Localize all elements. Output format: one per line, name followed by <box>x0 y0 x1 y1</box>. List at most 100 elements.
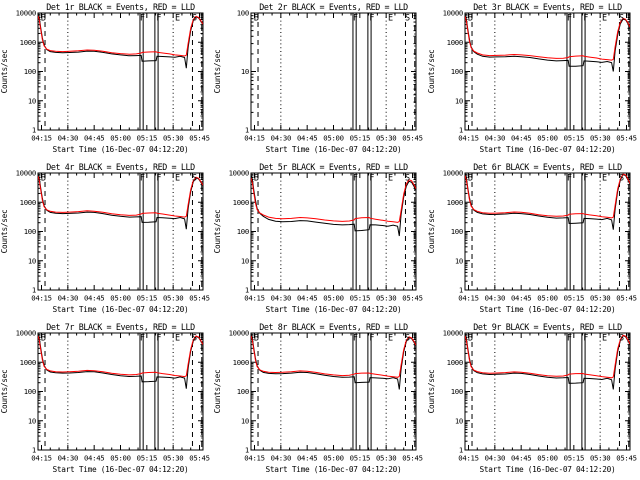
flag-letter-F: F <box>353 334 358 344</box>
lld-series <box>464 16 630 61</box>
y-tick-label: 1000 <box>233 358 249 367</box>
flag-letter-S: S <box>405 14 410 24</box>
x-tick-label: 05:15 <box>350 293 370 302</box>
y-tick-label: 10 <box>241 416 249 425</box>
x-axis-label: Start Time (16-Dec-07 04:12:20) <box>479 465 615 474</box>
y-tick-label: 10 <box>454 416 462 425</box>
series-group <box>37 333 203 389</box>
panel-title: Det 7r BLACK = Events, RED = LLD <box>46 322 195 332</box>
x-tick-label: 04:45 <box>511 293 531 302</box>
y-tick-label: 10000 <box>16 329 36 338</box>
y-tick-label: 1 <box>32 446 36 455</box>
x-tick-label: 04:15 <box>31 453 51 462</box>
panel-det6r: Det 6r BLACK = Events, RED = LLD Counts/s… <box>427 160 640 320</box>
x-tick-label: 05:00 <box>324 453 344 462</box>
flag-letter-E: E <box>175 14 180 24</box>
chart-det3r: Det 3r BLACK = Events, RED = LLD Counts/s… <box>427 2 637 154</box>
x-tick-label: 05:15 <box>137 453 157 462</box>
flag-letter-F: F <box>156 14 161 24</box>
x-axis-label: Start Time (16-Dec-07 04:12:20) <box>266 305 402 314</box>
x-tick-label: 05:30 <box>163 293 183 302</box>
y-tick-label: 100 <box>24 67 36 76</box>
x-tick-label: 04:45 <box>511 133 531 142</box>
flag-letter-E: E <box>175 174 180 184</box>
flag-letter-S: S <box>619 14 624 24</box>
flag-letter-B: B <box>254 14 259 24</box>
plot-border <box>250 12 417 131</box>
y-axis-label: Counts/sec <box>427 49 436 93</box>
flag-letter-B: B <box>254 174 259 184</box>
panel-title: Det 8r BLACK = Events, RED = LLD <box>260 322 409 332</box>
plot-border <box>37 332 204 451</box>
y-tick-label: 1 <box>245 126 249 135</box>
panel-det7r: Det 7r BLACK = Events, RED = LLD Counts/s… <box>0 320 213 480</box>
x-tick-label: 05:00 <box>110 453 130 462</box>
events-series <box>37 13 203 69</box>
plot-border <box>37 172 204 291</box>
y-tick-label: 100 <box>237 227 249 236</box>
series-group <box>251 174 417 237</box>
x-tick-label: 05:30 <box>590 293 610 302</box>
panel-det2r: Det 2r BLACK = Events, RED = LLD Counts/s… <box>213 0 426 160</box>
panel-det4r: Det 4r BLACK = Events, RED = LLD Counts/s… <box>0 160 213 320</box>
x-axis-label: Start Time (16-Dec-07 04:12:20) <box>53 305 189 314</box>
x-tick-label: 05:30 <box>590 453 610 462</box>
panel-title: Det 9r BLACK = Events, RED = LLD <box>473 322 622 332</box>
flag-letter-F: F <box>140 334 145 344</box>
y-tick-label: 1 <box>459 446 463 455</box>
x-tick-label: 05:45 <box>403 293 423 302</box>
lld-series <box>37 335 203 378</box>
x-tick-label: 04:30 <box>484 293 504 302</box>
flag-letter-S: S <box>192 14 197 24</box>
x-tick-label: 05:00 <box>110 293 130 302</box>
plot-border <box>37 12 204 131</box>
flag-letter-B: B <box>41 334 46 344</box>
flag-letter-E: E <box>175 334 180 344</box>
panel-title: Det 5r BLACK = Events, RED = LLD <box>260 162 409 172</box>
x-axis-label: Start Time (16-Dec-07 04:12:20) <box>266 465 402 474</box>
y-tick-label: 100 <box>237 387 249 396</box>
y-tick-label: 1000 <box>446 198 462 207</box>
flag-letter-S: S <box>619 334 624 344</box>
lld-series <box>251 177 417 223</box>
flag-letter-F: F <box>353 14 358 24</box>
x-tick-label: 05:45 <box>616 133 636 142</box>
x-tick-label: 04:30 <box>58 453 78 462</box>
flag-letter-S: S <box>405 174 410 184</box>
y-tick-label: 10 <box>454 96 462 105</box>
y-tick-label: 1000 <box>20 198 36 207</box>
x-axis-label: Start Time (16-Dec-07 04:12:20) <box>53 145 189 154</box>
x-tick-label: 05:45 <box>616 453 636 462</box>
x-tick-label: 04:30 <box>58 293 78 302</box>
y-tick-label: 100 <box>24 227 36 236</box>
x-tick-label: 05:00 <box>324 133 344 142</box>
flag-letter-E: E <box>388 174 393 184</box>
y-axis-label: Counts/sec <box>0 49 9 93</box>
x-tick-label: 05:45 <box>403 453 423 462</box>
flag-letter-F: F <box>567 174 572 184</box>
x-tick-label: 04:45 <box>297 293 317 302</box>
x-tick-label: 05:15 <box>563 133 583 142</box>
flag-letter-F: F <box>156 334 161 344</box>
x-tick-label: 04:30 <box>271 293 291 302</box>
chart-det1r: Det 1r BLACK = Events, RED = LLD Counts/s… <box>0 2 210 154</box>
x-tick-label: 04:45 <box>297 453 317 462</box>
panel-det9r: Det 9r BLACK = Events, RED = LLD Counts/s… <box>427 320 640 480</box>
y-tick-label: 10 <box>28 96 36 105</box>
chart-det6r: Det 6r BLACK = Events, RED = LLD Counts/s… <box>427 162 637 314</box>
y-axis-label: Counts/sec <box>0 369 9 413</box>
flag-letter-F: F <box>567 334 572 344</box>
lld-series <box>251 335 417 378</box>
series-group <box>37 13 203 69</box>
x-tick-label: 04:15 <box>245 293 265 302</box>
events-series <box>37 333 203 389</box>
x-tick-label: 04:15 <box>31 133 51 142</box>
x-tick-label: 04:30 <box>271 133 291 142</box>
panel-det3r: Det 3r BLACK = Events, RED = LLD Counts/s… <box>427 0 640 160</box>
lld-series <box>37 15 203 57</box>
x-tick-label: 04:45 <box>84 133 104 142</box>
x-tick-label: 05:15 <box>563 453 583 462</box>
y-tick-label: 10000 <box>442 9 462 18</box>
x-tick-label: 05:00 <box>324 293 344 302</box>
